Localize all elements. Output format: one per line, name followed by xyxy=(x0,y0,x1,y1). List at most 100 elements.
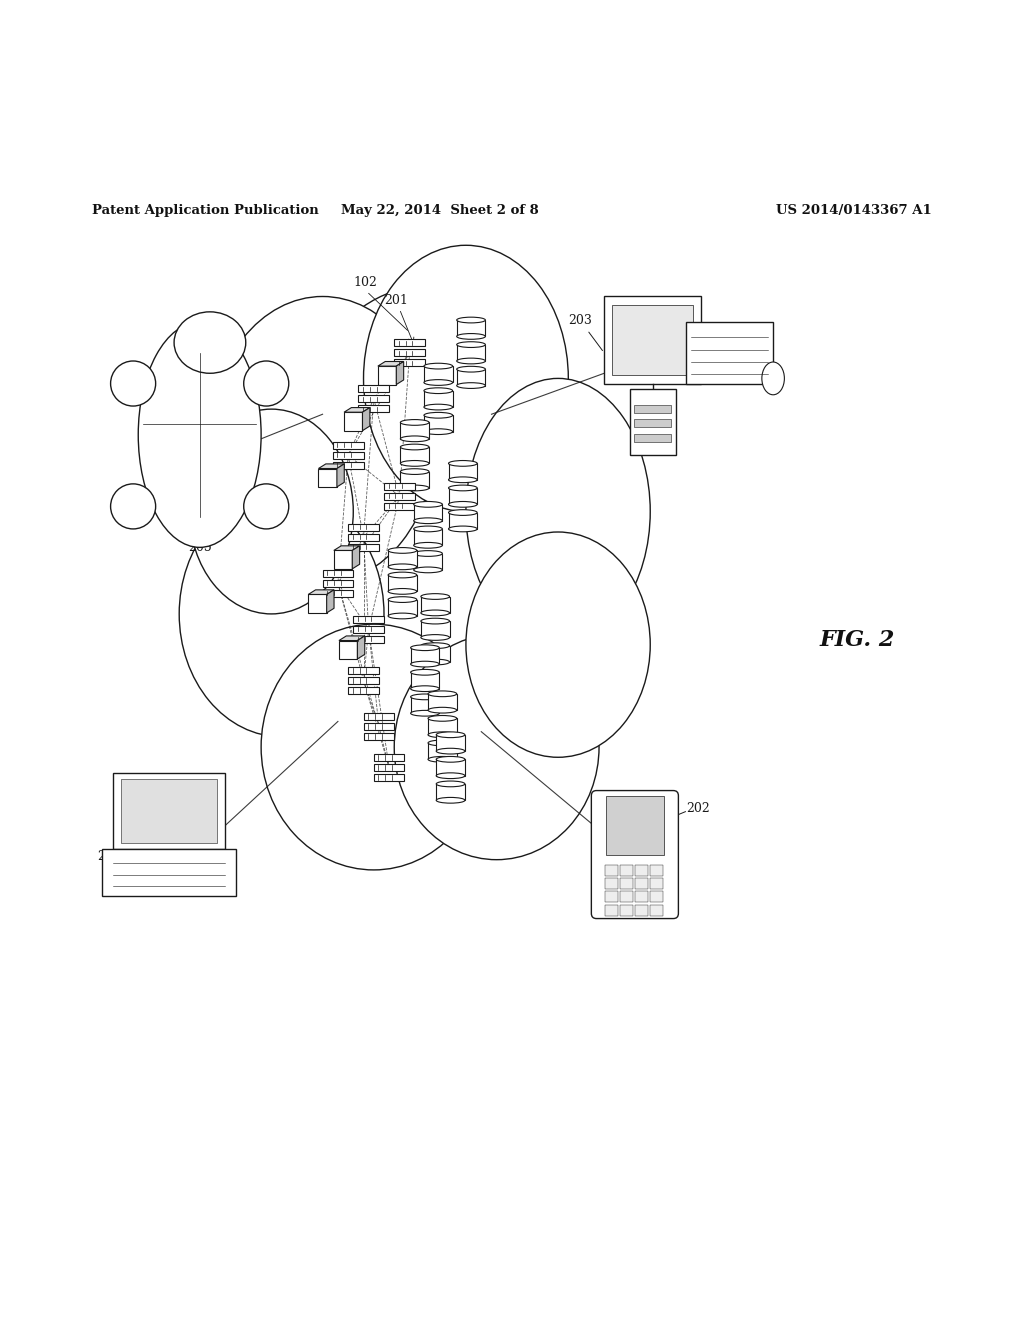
Bar xyxy=(436,759,465,776)
Ellipse shape xyxy=(414,502,442,507)
Bar xyxy=(436,735,465,751)
Text: 204: 204 xyxy=(97,850,121,863)
Ellipse shape xyxy=(424,363,453,370)
Ellipse shape xyxy=(428,741,457,746)
Bar xyxy=(650,904,664,916)
Bar xyxy=(634,420,672,428)
Bar xyxy=(635,904,648,916)
Polygon shape xyxy=(352,546,359,569)
Bar xyxy=(428,743,457,759)
Text: US 2014/0143367 A1: US 2014/0143367 A1 xyxy=(776,205,932,218)
Polygon shape xyxy=(308,590,334,594)
FancyBboxPatch shape xyxy=(364,713,394,721)
Ellipse shape xyxy=(449,461,477,466)
FancyBboxPatch shape xyxy=(348,677,379,684)
Ellipse shape xyxy=(189,409,353,614)
Bar xyxy=(635,891,648,903)
Bar xyxy=(400,447,429,463)
Ellipse shape xyxy=(424,412,453,418)
Bar xyxy=(634,434,672,442)
Polygon shape xyxy=(378,362,403,366)
Polygon shape xyxy=(318,463,344,469)
Bar xyxy=(339,640,357,659)
Bar xyxy=(344,412,362,430)
Bar xyxy=(686,322,773,384)
Bar xyxy=(449,463,477,479)
Ellipse shape xyxy=(449,510,477,515)
Bar xyxy=(449,512,477,529)
Ellipse shape xyxy=(411,686,439,692)
Bar xyxy=(318,469,337,487)
Ellipse shape xyxy=(388,589,417,594)
Ellipse shape xyxy=(436,781,465,787)
FancyBboxPatch shape xyxy=(353,626,384,632)
Circle shape xyxy=(244,360,289,407)
FancyBboxPatch shape xyxy=(364,733,394,741)
Text: FIG. 2: FIG. 2 xyxy=(819,628,895,651)
Ellipse shape xyxy=(424,388,453,393)
FancyBboxPatch shape xyxy=(348,667,379,675)
FancyBboxPatch shape xyxy=(353,636,384,643)
Ellipse shape xyxy=(457,317,485,323)
Text: 201: 201 xyxy=(384,294,408,306)
Ellipse shape xyxy=(421,594,450,599)
Circle shape xyxy=(244,484,289,529)
Ellipse shape xyxy=(449,486,477,491)
Bar xyxy=(604,297,701,384)
Bar xyxy=(620,904,633,916)
Ellipse shape xyxy=(411,661,439,667)
Ellipse shape xyxy=(436,772,465,779)
Ellipse shape xyxy=(436,756,465,762)
Ellipse shape xyxy=(421,659,450,665)
Ellipse shape xyxy=(388,572,417,578)
FancyBboxPatch shape xyxy=(358,385,389,392)
Bar xyxy=(449,488,477,504)
Ellipse shape xyxy=(400,469,429,474)
Ellipse shape xyxy=(261,624,486,870)
Polygon shape xyxy=(344,408,370,412)
FancyBboxPatch shape xyxy=(353,615,384,623)
Bar xyxy=(620,891,633,903)
FancyBboxPatch shape xyxy=(333,442,364,449)
Bar xyxy=(308,594,327,612)
Ellipse shape xyxy=(400,444,429,450)
Ellipse shape xyxy=(388,612,417,619)
Ellipse shape xyxy=(138,322,261,548)
Ellipse shape xyxy=(388,548,417,553)
Ellipse shape xyxy=(457,342,485,347)
Polygon shape xyxy=(357,636,365,659)
Ellipse shape xyxy=(411,669,439,675)
Polygon shape xyxy=(334,546,359,550)
Ellipse shape xyxy=(457,334,485,339)
FancyBboxPatch shape xyxy=(323,590,353,597)
Ellipse shape xyxy=(414,543,442,548)
FancyBboxPatch shape xyxy=(323,579,353,587)
Ellipse shape xyxy=(421,618,450,624)
Bar xyxy=(388,576,417,591)
FancyBboxPatch shape xyxy=(394,339,425,346)
Bar xyxy=(414,553,442,570)
Polygon shape xyxy=(362,408,370,430)
FancyBboxPatch shape xyxy=(323,570,353,577)
FancyBboxPatch shape xyxy=(374,774,404,781)
Polygon shape xyxy=(337,463,344,487)
Ellipse shape xyxy=(261,286,589,840)
Polygon shape xyxy=(327,590,334,612)
Bar xyxy=(421,645,450,663)
FancyBboxPatch shape xyxy=(364,723,394,730)
Ellipse shape xyxy=(428,690,457,697)
Ellipse shape xyxy=(428,731,457,738)
Bar xyxy=(113,772,225,850)
FancyBboxPatch shape xyxy=(384,503,415,510)
Bar xyxy=(612,305,693,375)
Text: 205: 205 xyxy=(187,541,212,554)
Ellipse shape xyxy=(436,731,465,738)
Bar xyxy=(428,718,457,735)
Bar xyxy=(457,370,485,385)
Ellipse shape xyxy=(449,527,477,532)
Polygon shape xyxy=(396,362,403,384)
Bar xyxy=(650,865,664,876)
Ellipse shape xyxy=(179,491,384,737)
Bar xyxy=(436,784,465,800)
Ellipse shape xyxy=(400,420,429,425)
